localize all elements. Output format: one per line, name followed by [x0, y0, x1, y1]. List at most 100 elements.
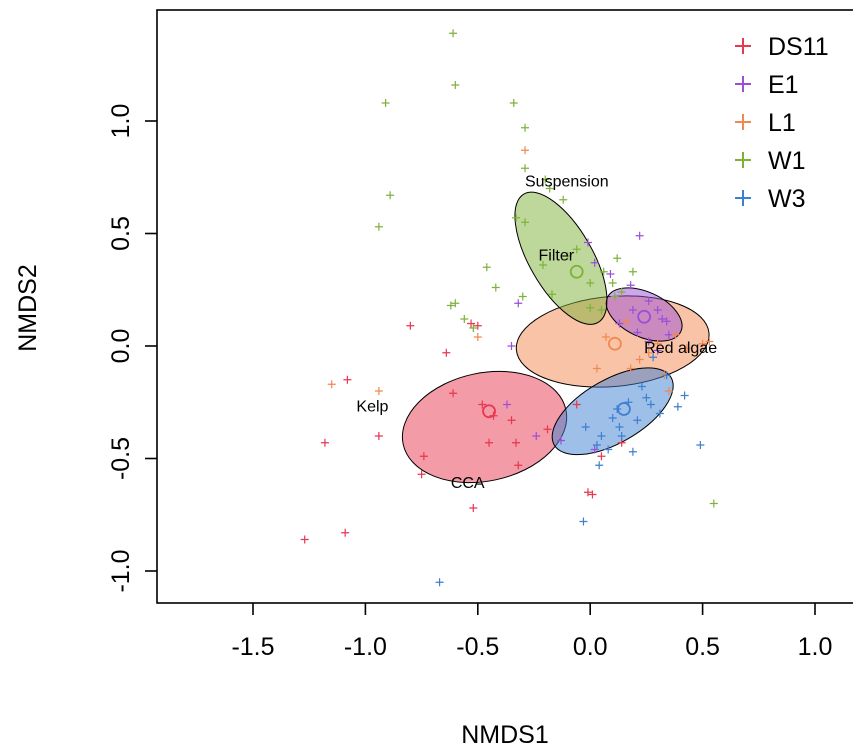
data-point-ds11 [543, 425, 552, 434]
data-point-w1 [597, 306, 606, 314]
data-point-ds11 [485, 438, 494, 447]
data-point-e1 [653, 346, 662, 355]
data-point-ds11 [449, 389, 458, 398]
data-point-w1 [599, 267, 608, 276]
data-point-w1 [541, 175, 550, 184]
data-point-w1 [610, 292, 619, 301]
data-point-l1 [705, 337, 714, 346]
data-point-w1 [586, 279, 595, 287]
data-point-w1 [491, 283, 500, 292]
centroid-e1 [637, 309, 652, 324]
data-point-ds11 [300, 535, 309, 544]
data-point-w3 [662, 371, 671, 380]
legend-marker-e1 [735, 76, 751, 92]
data-point-w1 [381, 99, 390, 107]
y-tick-label: -0.5 [107, 437, 135, 480]
data-point-l1 [664, 387, 673, 395]
data-point-w3 [649, 353, 658, 362]
x-tick-label: -0.5 [456, 633, 499, 661]
plot-frame [156, 9, 853, 604]
data-point-e1 [626, 281, 635, 290]
data-point-w3 [628, 447, 637, 456]
y-tick-label: -1.0 [107, 549, 135, 592]
data-point-w3 [592, 441, 601, 449]
ellipse-e1 [605, 287, 683, 342]
data-point-ds11 [588, 490, 597, 499]
data-point-w3 [615, 423, 624, 431]
data-point-ds11 [419, 452, 428, 461]
data-point-e1 [633, 328, 642, 337]
data-point-w1 [469, 324, 478, 332]
data-point-w3 [597, 432, 606, 440]
data-point-w3 [637, 382, 646, 391]
data-point-l1 [682, 344, 691, 353]
data-point-ds11 [442, 348, 451, 357]
legend-label-l1: L1 [768, 109, 796, 137]
data-point-e1 [653, 306, 662, 314]
data-point-l1 [592, 364, 601, 373]
data-point-w1 [628, 267, 637, 276]
data-point-ds11 [374, 432, 383, 440]
data-point-w1 [613, 254, 622, 263]
data-point-l1 [626, 364, 635, 373]
legend-label-w3: W3 [768, 185, 806, 213]
data-point-w1 [563, 252, 572, 260]
data-point-w3 [655, 409, 664, 418]
data-point-ds11 [583, 488, 592, 497]
data-point-w1 [559, 195, 568, 204]
data-point-w1 [386, 191, 395, 200]
data-point-w3 [604, 445, 613, 454]
data-point-e1 [590, 258, 599, 267]
centroid-w3 [617, 402, 631, 416]
data-point-l1 [635, 355, 644, 364]
legend-marker-l1 [735, 114, 751, 130]
data-point-e1 [507, 342, 516, 350]
data-point-e1 [644, 297, 653, 305]
data-point-e1 [635, 231, 644, 240]
data-point-w3 [633, 416, 642, 425]
data-point-l1 [622, 317, 631, 326]
data-point-l1 [327, 380, 336, 389]
data-point-ds11 [320, 438, 329, 447]
legend-marker-ds11 [735, 38, 751, 54]
data-point-w1 [608, 279, 617, 287]
data-point-ds11 [478, 400, 487, 409]
data-point-w1 [446, 301, 455, 310]
data-point-w1 [521, 123, 530, 132]
data-point-w3 [608, 414, 617, 422]
data-point-ds11 [597, 452, 606, 461]
x-tick-label: -1.0 [344, 633, 387, 661]
data-point-l1 [653, 339, 662, 348]
annotation-layer: Suspension Filter Red algae Kelp CCA [356, 173, 717, 492]
data-point-e1 [532, 432, 541, 440]
y-axis-title: NMDS2 [14, 264, 42, 352]
data-point-e1 [590, 445, 599, 454]
data-point-l1 [601, 333, 610, 341]
legend-label-e1: E1 [768, 71, 799, 99]
data-point-w1 [545, 184, 554, 193]
data-point-w1 [509, 99, 518, 107]
x-tick-label: 0.5 [685, 633, 720, 661]
x-tick-label: 0.0 [573, 633, 608, 661]
data-point-ds11 [512, 438, 521, 447]
data-point-ds11 [473, 321, 482, 330]
data-point-w3 [595, 461, 604, 470]
legend-label-w1: W1 [768, 147, 806, 175]
data-point-e1 [628, 306, 637, 314]
data-point-ds11 [572, 400, 581, 409]
data-point-ds11 [341, 528, 350, 537]
legend-label-ds11: DS11 [768, 33, 829, 61]
data-point-e1 [644, 337, 653, 346]
data-point-e1 [556, 436, 565, 445]
x-tick-label: -1.5 [231, 633, 274, 661]
data-point-w1 [538, 261, 547, 269]
data-point-w1 [512, 213, 521, 222]
data-point-e1 [503, 400, 512, 409]
data-point-w1 [547, 290, 556, 299]
data-point-w1 [572, 245, 581, 254]
data-point-w3 [617, 432, 626, 440]
data-point-e1 [514, 299, 523, 308]
data-point-ds11 [343, 375, 352, 384]
data-point-w1 [586, 303, 595, 312]
